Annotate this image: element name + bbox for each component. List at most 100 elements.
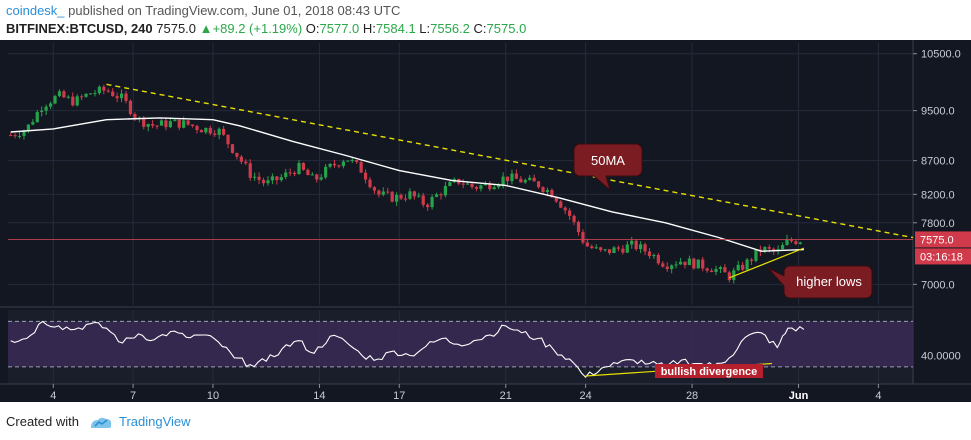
candle-body [532,177,536,182]
low-label: L: [419,21,431,36]
candle-body [417,195,421,197]
candle-body [390,191,394,202]
candle-body [701,259,705,269]
candle-body [213,133,217,135]
rsi-band [8,321,913,367]
time-tick-label: 28 [686,390,698,402]
time-tick-label: 21 [500,390,512,402]
candle-body [226,134,230,145]
candle-body [111,91,115,97]
candle-body [239,156,243,162]
candle-body [692,258,696,269]
candle-body [297,162,301,175]
candle-body [514,173,518,179]
candle-body [97,86,101,94]
up-arrow-icon: ▲ [199,21,213,36]
candle-body [550,189,554,198]
time-tick-label: Jun [789,390,809,402]
candle-body [133,114,137,118]
candle-body [492,187,496,190]
candle-body [581,232,585,243]
higher-lows-trendline [729,247,805,279]
candle-body [306,169,310,176]
candle-body [727,272,731,281]
candle-body [683,261,687,266]
candle-body [665,266,669,270]
candle-body [182,120,186,128]
candle-body [208,127,212,134]
candle-body [13,135,17,137]
candle-body [106,90,110,92]
price-tick-label: 7000.0 [921,279,955,291]
candle-body [652,255,656,257]
candle-body [528,177,532,181]
close-label: C: [473,21,487,36]
time-tick-label: 14 [313,390,325,402]
candle-body [341,161,345,167]
candle-body [368,179,372,188]
candle-body [381,191,385,195]
candle-body [670,265,674,270]
tradingview-logo-icon [90,417,111,428]
candle-body [399,194,403,199]
time-tick-label: 10 [207,390,219,402]
candle-body [279,177,283,181]
candle-body [749,259,754,261]
open-label: O: [305,21,320,36]
candle-body [35,112,39,123]
candle-body [421,195,425,205]
candle-body [741,264,745,270]
candle-body [346,160,350,162]
candle-body [324,166,328,178]
candle-body [545,189,550,192]
published-text: published on TradingView.com, June 01, 2… [68,3,401,18]
candle-body [235,152,239,157]
candle-body [603,249,607,251]
ma50-line [10,117,804,252]
candle-body [736,264,740,271]
bullish-divergence-label-bg [655,364,763,378]
candle-body [319,177,323,180]
candle-body [661,263,665,267]
candle-body [705,268,709,271]
tradingview-link[interactable]: TradingView [119,414,191,429]
candle-body [559,201,563,208]
author-link[interactable]: coindesk_ [6,3,65,18]
candle-body [643,244,647,252]
candle-body [128,100,133,115]
candle-body [377,190,381,195]
candle-body [155,125,159,127]
candle-body [275,176,279,181]
symbol-label[interactable]: BITFINEX:BTCUSD, 240 [6,21,153,36]
time-tick-label: 7 [130,390,136,402]
candle-body [102,86,106,91]
candle-body [22,130,26,136]
candle-body [173,119,177,122]
candle-body [190,124,195,127]
price-tick-label: 9500.0 [921,106,955,118]
candle-body [625,244,629,253]
candle-body [142,117,146,127]
price-tick-label: 8200.0 [921,189,955,201]
candle-body [31,122,35,125]
candle-body [639,244,643,250]
candle-body [426,204,430,208]
candle-body [647,251,652,257]
rsi-line [10,320,805,379]
price-tick-label: 7800.0 [921,218,955,230]
footer: Created with TradingView [6,414,191,430]
candle-body [470,183,474,188]
close-value: 7575.0 [486,21,527,36]
last-price-label: 7575.0 [920,234,954,246]
candle-body [554,197,558,202]
candle-body [186,120,190,125]
price-tick-label: 8700.0 [921,156,955,168]
candle-body [266,180,270,184]
candle-body [284,172,288,178]
candle-body [222,128,226,135]
candle-body [57,91,62,97]
candle-body [488,183,492,190]
candle-body [350,160,354,162]
candle-body [607,249,612,254]
